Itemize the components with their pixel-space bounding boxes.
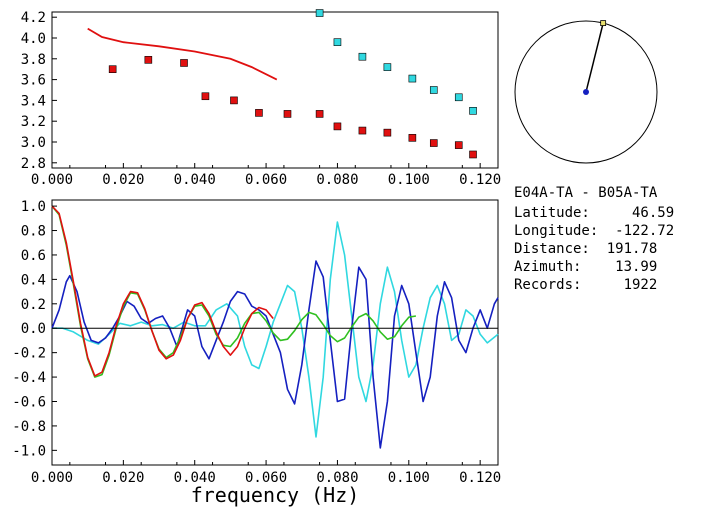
azimuth-marker — [600, 20, 607, 27]
dispersion-point — [358, 126, 367, 135]
dispersion-point — [383, 63, 392, 71]
dispersion-point — [315, 9, 324, 17]
dispersion-x-ticks: 0.000 0.020 0.040 0.060 0.080 0.100 0.120 — [31, 163, 501, 188]
dispersion-point — [383, 128, 392, 137]
y-tick-label: -0.8 — [12, 419, 46, 435]
dispersion-point — [201, 92, 210, 101]
dispersion-point — [469, 107, 477, 115]
dispersion-curve — [87, 27, 278, 81]
dispersion-point — [333, 38, 342, 46]
x-tick-label: 0.080 — [316, 172, 358, 188]
dispersion-point — [429, 86, 438, 94]
correlation-curve — [52, 221, 499, 438]
correlation-curve — [51, 260, 499, 449]
dispersion-point — [408, 134, 417, 142]
dispersion-point — [255, 109, 263, 117]
x-tick-label: 0.100 — [388, 172, 430, 188]
dispersion-point — [408, 74, 417, 83]
info-azimuth: Azimuth: 13.99 — [514, 259, 657, 275]
dispersion-y-ticks: 2.8 3.0 3.2 3.4 3.6 3.8 4.0 4.2 — [21, 10, 57, 172]
correlation-panel: 1.0 0.8 0.6 0.4 0.2 0.0 -0.2 -0.4 -0.6 -0.8 -1.0 0… — [12, 199, 501, 507]
correlation-x-ticks: 0.000 0.020 0.040 0.060 0.080 0.100 0.120 — [31, 460, 501, 486]
y-tick-label: 0.2 — [21, 297, 46, 313]
dispersion-point — [469, 150, 477, 159]
dispersion-point — [358, 52, 367, 61]
dispersion-point — [108, 65, 117, 73]
y-tick-label: -0.2 — [12, 346, 46, 362]
info-latitude: Latitude: 46.59 — [514, 205, 674, 221]
x-tick-label: 0.100 — [388, 470, 430, 486]
station-center-dot — [583, 89, 589, 95]
x-tick-label: 0.040 — [174, 470, 216, 486]
dispersion-frame — [51, 11, 499, 169]
y-tick-label: -0.6 — [12, 394, 46, 410]
correlation-marks — [51, 205, 499, 449]
dispersion-panel: 2.8 3.0 3.2 3.4 3.6 3.8 4.0 4.2 0.000 0.020 0.040… — [21, 9, 501, 188]
dispersion-point — [454, 141, 463, 149]
x-tick-label: 0.060 — [245, 172, 287, 188]
x-tick-label: 0.060 — [245, 470, 287, 486]
y-tick-label: 4.2 — [21, 10, 46, 26]
y-tick-label: -0.4 — [12, 370, 46, 386]
station-pair: E04A-TA - B05A-TA — [514, 185, 658, 201]
dispersion-point — [429, 139, 438, 147]
y-tick-label: -1.0 — [12, 443, 46, 459]
dispersion-point — [315, 110, 324, 118]
azimuth-diagram — [514, 20, 658, 164]
x-tick-label: 0.120 — [459, 172, 501, 188]
dispersion-point — [333, 122, 342, 131]
correlation-curve — [51, 205, 274, 377]
y-tick-label: 3.4 — [21, 93, 46, 109]
y-tick-label: 0.0 — [21, 321, 46, 337]
dispersion-point — [180, 59, 188, 67]
azimuth-circle — [514, 20, 658, 164]
x-tick-label: 0.020 — [102, 172, 144, 188]
y-tick-label: 0.8 — [21, 224, 46, 240]
x-axis-title: frequency (Hz) — [191, 483, 360, 507]
info-records: Records: 1922 — [514, 277, 657, 293]
y-tick-label: 3.0 — [21, 135, 46, 151]
dispersion-point — [230, 96, 238, 105]
x-tick-label: 0.040 — [174, 172, 216, 188]
dispersion-marks — [87, 9, 477, 159]
station-info: E04A-TA - B05A-TA Latitude: 46.59 Longit… — [514, 185, 674, 293]
y-tick-label: 4.0 — [21, 31, 46, 47]
x-tick-label: 0.120 — [459, 470, 501, 486]
y-tick-label: 2.8 — [21, 156, 46, 172]
dispersion-point — [144, 56, 153, 64]
azimuth-line — [585, 22, 604, 93]
correlation-frame — [51, 199, 499, 466]
y-tick-label: 0.4 — [21, 272, 46, 288]
y-tick-label: 3.2 — [21, 114, 46, 130]
dispersion-point — [454, 93, 463, 102]
y-tick-label: 1.0 — [21, 199, 46, 215]
x-tick-label: 0.000 — [31, 470, 73, 486]
y-tick-label: 3.6 — [21, 73, 46, 89]
x-tick-label: 0.080 — [316, 470, 358, 486]
info-distance: Distance: 191.78 — [514, 241, 657, 257]
x-tick-label: 0.000 — [31, 172, 73, 188]
y-tick-label: 0.6 — [21, 248, 46, 264]
y-tick-label: 3.8 — [21, 52, 46, 68]
info-longitude: Longitude: -122.72 — [514, 223, 674, 239]
dispersion-point — [283, 110, 292, 118]
correlation-y-ticks: 1.0 0.8 0.6 0.4 0.2 0.0 -0.2 -0.4 -0.6 -0.8 -1.0 — [12, 199, 57, 459]
x-tick-label: 0.020 — [102, 470, 144, 486]
